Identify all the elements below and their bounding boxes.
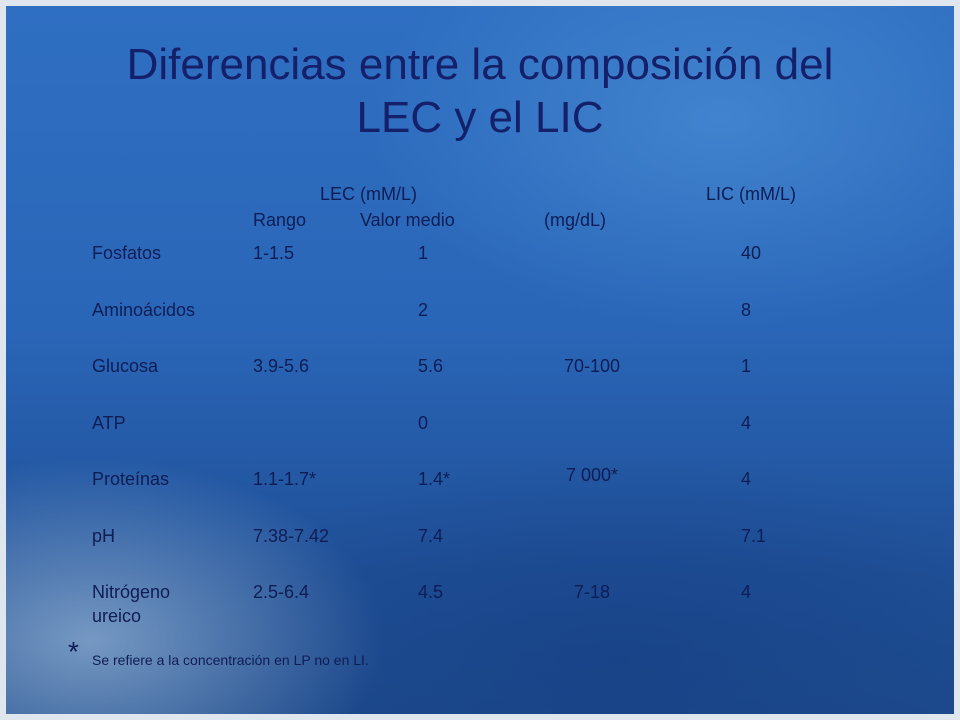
cell: 7 000* bbox=[565, 465, 619, 485]
footnote-marker: * bbox=[68, 636, 79, 667]
header: (mg/dL) bbox=[544, 210, 607, 230]
cell: 1 bbox=[418, 243, 429, 263]
footnote: Se refiere a la concentración en LP no e… bbox=[92, 652, 369, 668]
row-label: Proteínas bbox=[92, 469, 170, 489]
cell: 3.9-5.6 bbox=[253, 356, 310, 376]
title-line: LEC y el LIC bbox=[356, 93, 604, 142]
cell: 8 bbox=[741, 300, 752, 320]
title-line: Diferencias entre la composición del bbox=[126, 40, 834, 89]
cell: 1 bbox=[741, 356, 752, 376]
cell: 1.4* bbox=[418, 469, 451, 489]
cell: 2.5-6.4 bbox=[253, 582, 310, 602]
cell: 5.6 bbox=[418, 356, 444, 376]
cell: 70-100 bbox=[563, 356, 621, 376]
cell: 7-18 bbox=[573, 582, 611, 602]
header: Valor medio bbox=[360, 210, 455, 230]
row-label: Nitrógeno ureico bbox=[92, 582, 171, 626]
cell: 0 bbox=[418, 413, 429, 433]
cell: 4 bbox=[741, 582, 752, 602]
header: LIC (mM/L) bbox=[706, 184, 796, 204]
cell: 4 bbox=[741, 469, 752, 489]
row-label: Aminoácidos bbox=[92, 300, 196, 320]
cell: 4 bbox=[741, 413, 752, 433]
row-label: pH bbox=[92, 526, 116, 546]
cell: 1-1.5 bbox=[253, 243, 295, 263]
cell: 2 bbox=[418, 300, 429, 320]
header: LEC (mM/L) bbox=[320, 184, 418, 204]
row-label: Glucosa bbox=[92, 356, 159, 376]
header: Rango bbox=[253, 210, 307, 230]
cell: 1.1-1.7* bbox=[253, 469, 317, 489]
row-label: Fosfatos bbox=[92, 243, 162, 263]
cell: 7.38-7.42 bbox=[253, 526, 330, 546]
cell: 7.4 bbox=[418, 526, 444, 546]
cell: 4.5 bbox=[418, 582, 444, 602]
row-label: ATP bbox=[92, 413, 126, 433]
cell: 7.1 bbox=[741, 526, 767, 546]
cell: 40 bbox=[741, 243, 762, 263]
